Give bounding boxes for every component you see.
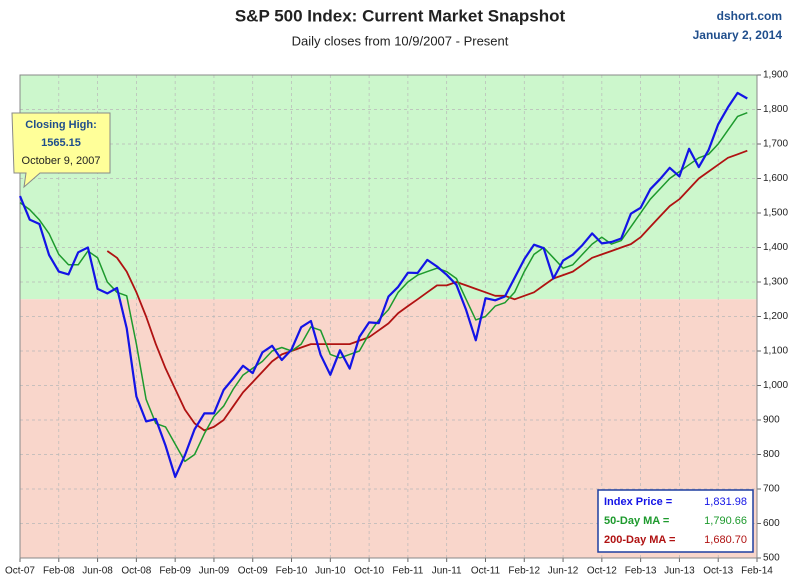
y-tick-label: 1,900 <box>763 70 788 81</box>
x-tick-label: Oct-07 <box>5 566 35 577</box>
x-tick-label: Oct-09 <box>238 566 268 577</box>
y-tick-label: 1,700 <box>763 139 788 150</box>
y-tick-label: 1,500 <box>763 208 788 219</box>
y-tick-label: 800 <box>763 449 780 460</box>
x-tick-label: Oct-12 <box>587 566 617 577</box>
annotation-box <box>11 112 111 189</box>
source: dshort.com <box>717 9 782 23</box>
y-tick-label: 1,800 <box>763 104 788 115</box>
zone <box>20 75 757 300</box>
y-tick-label: 1,200 <box>763 311 788 322</box>
x-tick-label: Feb-11 <box>392 566 423 577</box>
x-tick-label: Feb-10 <box>276 566 308 577</box>
legend-value: 1,790.66 <box>704 515 747 527</box>
x-tick-label: Jun-12 <box>548 566 579 577</box>
annotation-text: October 9, 2007 <box>22 155 101 167</box>
chart-subtitle: Daily closes from 10/9/2007 - Present <box>292 33 509 48</box>
y-tick-label: 1,600 <box>763 173 788 184</box>
y-tick-label: 700 <box>763 484 780 495</box>
x-tick-label: Jun-10 <box>315 566 346 577</box>
x-tick-label: Feb-12 <box>508 566 540 577</box>
x-tick-label: Oct-10 <box>354 566 384 577</box>
x-tick-label: Feb-14 <box>741 566 773 577</box>
chart-title: S&P 500 Index: Current Market Snapshot <box>235 6 566 25</box>
legend-label: Index Price = <box>604 496 672 508</box>
annotation-text: Closing High: <box>25 119 97 131</box>
plot-frame <box>19 74 758 559</box>
annotation-text: 1565.15 <box>41 137 81 149</box>
y-tick-label: 500 <box>763 553 780 564</box>
date: January 2, 2014 <box>693 28 783 42</box>
x-tick-label: Oct-11 <box>471 566 501 577</box>
x-tick-label: Feb-13 <box>625 566 657 577</box>
y-tick-label: 1,400 <box>763 242 788 253</box>
legend-label: 200-Day MA = <box>604 534 675 546</box>
y-tick-label: 600 <box>763 518 780 529</box>
x-tick-label: Oct-08 <box>121 566 151 577</box>
x-tick-label: Jun-08 <box>82 566 113 577</box>
x-tick-label: Jun-13 <box>664 566 695 577</box>
series-line <box>106 149 748 432</box>
series-line <box>18 91 748 478</box>
legend-label: 50-Day MA = <box>604 515 669 527</box>
x-tick-label: Feb-08 <box>43 566 75 577</box>
legend-box <box>597 489 754 553</box>
legend-value: 1,831.98 <box>704 496 747 508</box>
x-tick-label: Jun-09 <box>199 566 230 577</box>
series-line <box>19 111 748 463</box>
x-tick-label: Jun-11 <box>432 566 462 577</box>
y-tick-label: 1,000 <box>763 380 788 391</box>
legend-value: 1,680.70 <box>704 534 747 546</box>
y-tick-label: 900 <box>763 415 780 426</box>
x-tick-label: Oct-13 <box>703 566 733 577</box>
y-tick-label: 1,100 <box>763 346 788 357</box>
x-tick-label: Feb-09 <box>159 566 191 577</box>
y-tick-label: 1,300 <box>763 277 788 288</box>
